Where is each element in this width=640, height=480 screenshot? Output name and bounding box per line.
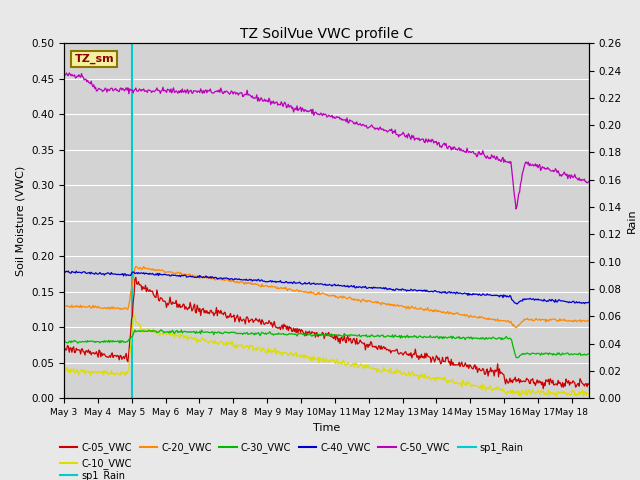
Title: TZ SoilVue VWC profile C: TZ SoilVue VWC profile C xyxy=(240,27,413,41)
X-axis label: Time: Time xyxy=(313,423,340,432)
Text: TZ_sm: TZ_sm xyxy=(74,54,114,64)
Y-axis label: Soil Moisture (VWC): Soil Moisture (VWC) xyxy=(15,166,26,276)
Legend: sp1_Rain: sp1_Rain xyxy=(56,466,129,480)
Legend: C-05_VWC, C-10_VWC, C-20_VWC, C-30_VWC, C-40_VWC, C-50_VWC, sp1_Rain: C-05_VWC, C-10_VWC, C-20_VWC, C-30_VWC, … xyxy=(56,438,527,473)
Y-axis label: Rain: Rain xyxy=(627,208,637,233)
